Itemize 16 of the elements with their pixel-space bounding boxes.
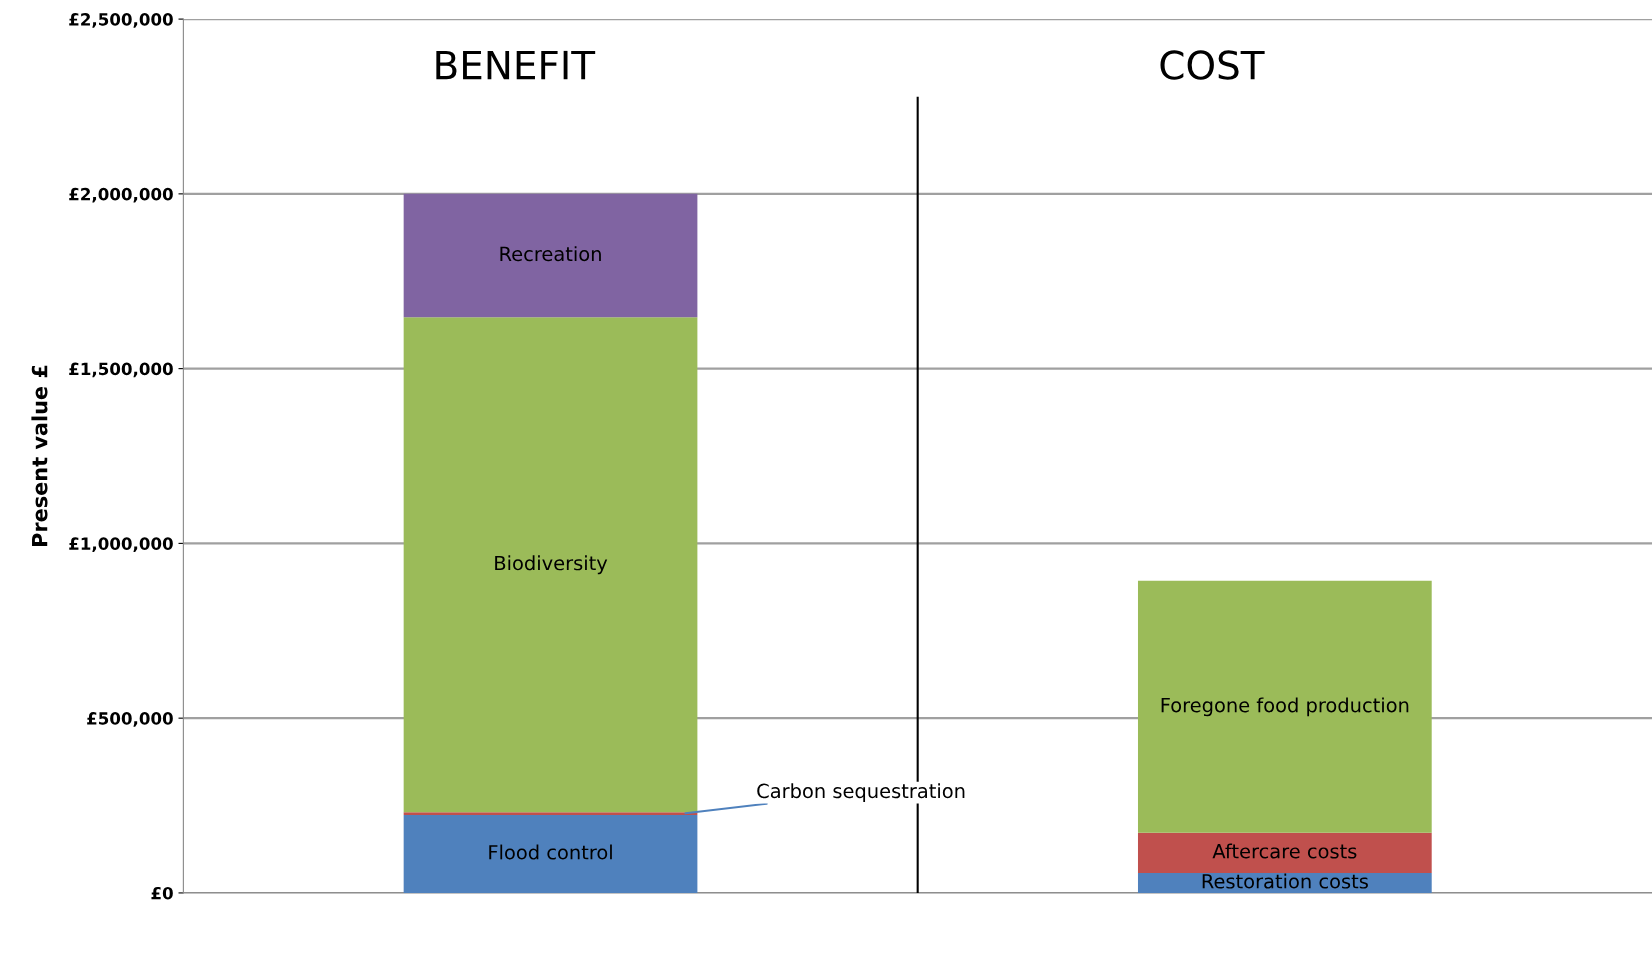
y-tick-label: £0 [151, 886, 173, 900]
series-label: Biodiversity [495, 555, 608, 575]
series-label: Foregone food production [1161, 697, 1409, 717]
y-tick-label: £2,500,000 [69, 13, 173, 28]
series-label: Recreation [500, 246, 601, 262]
annotation: BENEFIT [436, 50, 596, 80]
text: Carbon sequestration [757, 783, 965, 803]
y-tick-label: £2,000,000 [69, 187, 173, 203]
y-tick-label: £500,000 [87, 712, 173, 727]
series-label: Aftercare costs [1212, 843, 1357, 859]
y-axis-title: Present value £ [31, 365, 48, 546]
series-label: Restoration costs [1202, 873, 1368, 889]
series-label: Flood control [489, 844, 612, 860]
y-tick-label: £1,500,000 [69, 362, 173, 378]
y-tick-label: £1,000,000 [69, 537, 173, 553]
annotation: COST [1160, 50, 1265, 80]
